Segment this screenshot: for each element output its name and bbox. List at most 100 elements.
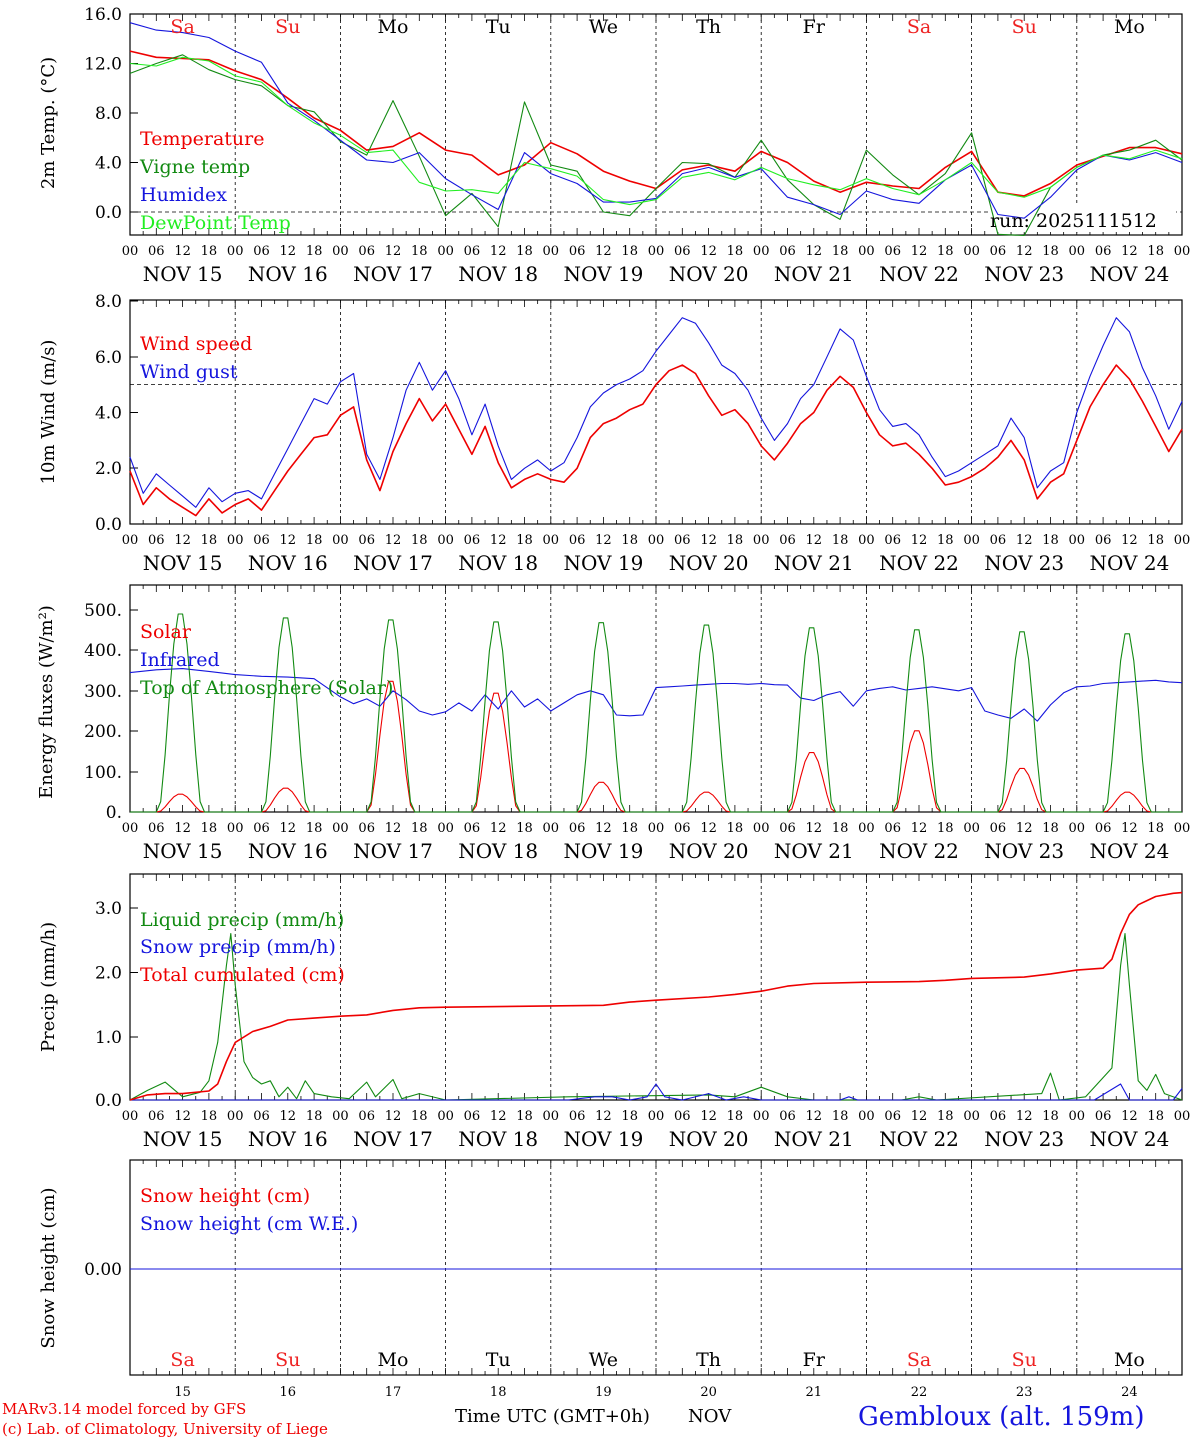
y-tick-label: 500.	[84, 601, 122, 621]
time-tick-label: 18	[727, 244, 744, 259]
legend-entry: Top of Atmosphere (Solar)	[140, 677, 393, 699]
legend-entry: Total cumulated (cm)	[140, 964, 345, 986]
weekday-label: Sa	[170, 16, 194, 38]
legend-entry: Liquid precip (mm/h)	[140, 909, 344, 931]
y-tick-label: 400.	[84, 641, 122, 661]
date-label: NOV 23	[984, 262, 1064, 286]
legend-entry: Humidex	[140, 184, 227, 206]
time-tick-label: 06	[1095, 244, 1112, 259]
time-tick-label: 18	[201, 1109, 218, 1124]
time-tick-label: 12	[490, 533, 507, 548]
weekday-label: Su	[1012, 1349, 1037, 1371]
time-tick-label: 06	[358, 244, 375, 259]
time-tick-label: 12	[1121, 821, 1138, 836]
date-label: NOV 22	[879, 839, 959, 863]
time-tick-label: 12	[806, 533, 823, 548]
time-tick-label: 00	[753, 533, 770, 548]
series-line-top-of-atmosphere-solar-	[130, 613, 1182, 813]
weekday-label: Mo	[1114, 16, 1145, 38]
time-tick-label: 06	[674, 821, 691, 836]
weekday-label: Th	[696, 1349, 721, 1371]
date-label: NOV 16	[248, 839, 328, 863]
time-tick-label: 06	[990, 244, 1007, 259]
time-tick-label: 12	[911, 533, 928, 548]
time-tick-label: 00	[437, 533, 454, 548]
time-tick-label: 06	[674, 533, 691, 548]
time-tick-label: 00	[122, 821, 139, 836]
time-tick-label: 00	[1174, 821, 1191, 836]
series-line-liquid-precip-mm-h-	[129, 933, 1183, 1101]
weekday-label: Su	[275, 16, 300, 38]
series-line-total-cumulated-cm-	[129, 891, 1183, 1101]
time-tick-label: 12	[1016, 244, 1033, 259]
y-tick-label: 8.0	[95, 104, 122, 124]
time-tick-label: 06	[464, 533, 481, 548]
date-label: NOV 24	[1090, 262, 1170, 286]
time-tick-label: 00	[648, 821, 665, 836]
day-number: 16	[280, 1385, 297, 1400]
time-tick-label: 12	[490, 1109, 507, 1124]
time-tick-label: 18	[516, 244, 533, 259]
y-tick-label: 100.	[84, 763, 122, 783]
time-tick-label: 12	[174, 821, 191, 836]
time-tick-label: 06	[253, 244, 270, 259]
time-tick-label: 00	[858, 821, 875, 836]
y-tick-label: 0.0	[95, 1091, 122, 1111]
date-label: NOV 19	[564, 551, 644, 575]
date-label: NOV 21	[774, 551, 854, 575]
weekday-label: Fr	[803, 1349, 826, 1371]
date-label: NOV 20	[669, 551, 749, 575]
time-tick-label: 12	[385, 821, 402, 836]
time-tick-label: 06	[990, 1109, 1007, 1124]
weekday-label: Mo	[378, 1349, 409, 1371]
time-tick-label: 12	[700, 533, 717, 548]
time-tick-label: 06	[569, 1109, 586, 1124]
time-tick-label: 12	[911, 821, 928, 836]
time-tick-label: 00	[122, 1109, 139, 1124]
date-label: NOV 24	[1090, 551, 1170, 575]
time-tick-label: 18	[1042, 821, 1059, 836]
time-tick-label: 00	[1174, 533, 1191, 548]
lab-credit: (c) Lab. of Climatology, University of L…	[2, 1420, 328, 1438]
date-label: NOV 16	[248, 262, 328, 286]
time-tick-label: 06	[884, 244, 901, 259]
weekday-label: Mo	[1114, 1349, 1145, 1371]
time-tick-label: 06	[779, 533, 796, 548]
time-tick-label: 18	[621, 244, 638, 259]
date-label: NOV 16	[248, 551, 328, 575]
legend-entry: Infrared	[140, 649, 220, 671]
time-tick-label: 00	[648, 1109, 665, 1124]
y-axis-label: Snow height (cm)	[38, 1187, 59, 1348]
y-tick-label: 1.0	[95, 1028, 122, 1048]
time-tick-label: 06	[884, 533, 901, 548]
time-tick-label: 00	[648, 533, 665, 548]
time-tick-label: 00	[1069, 244, 1086, 259]
time-tick-label: 00	[1069, 821, 1086, 836]
time-tick-label: 18	[306, 244, 323, 259]
month-label: NOV	[688, 1406, 732, 1427]
time-tick-label: 18	[306, 821, 323, 836]
label-layer: 0.0 4.0 8.0 12.0 16.0 2m Temp. (°C) 00 06 12 18 00…	[36, 5, 1190, 1400]
time-tick-label: 12	[280, 244, 297, 259]
run-label-bg	[988, 206, 1176, 232]
time-tick-label: 18	[201, 821, 218, 836]
date-label: NOV 17	[353, 262, 433, 286]
y-tick-label: 16.0	[84, 5, 122, 25]
time-tick-label: 06	[674, 244, 691, 259]
y-axis-label: Energy fluxes (W/m²)	[36, 605, 57, 799]
time-tick-label: 18	[411, 244, 428, 259]
time-tick-label: 18	[832, 533, 849, 548]
time-tick-label: 00	[543, 821, 560, 836]
time-tick-label: 18	[306, 1109, 323, 1124]
time-tick-label: 06	[569, 533, 586, 548]
time-tick-label: 12	[700, 821, 717, 836]
time-tick-label: 06	[884, 821, 901, 836]
legend-entry: Vigne temp	[139, 156, 250, 178]
date-label: NOV 17	[353, 551, 433, 575]
time-tick-label: 18	[516, 533, 533, 548]
legend-entry: Snow height (cm W.E.)	[140, 1213, 358, 1235]
panel-frame	[129, 299, 1183, 525]
time-tick-label: 00	[963, 821, 980, 836]
time-tick-label: 12	[700, 1109, 717, 1124]
series-line-wind-speed	[129, 364, 1183, 517]
